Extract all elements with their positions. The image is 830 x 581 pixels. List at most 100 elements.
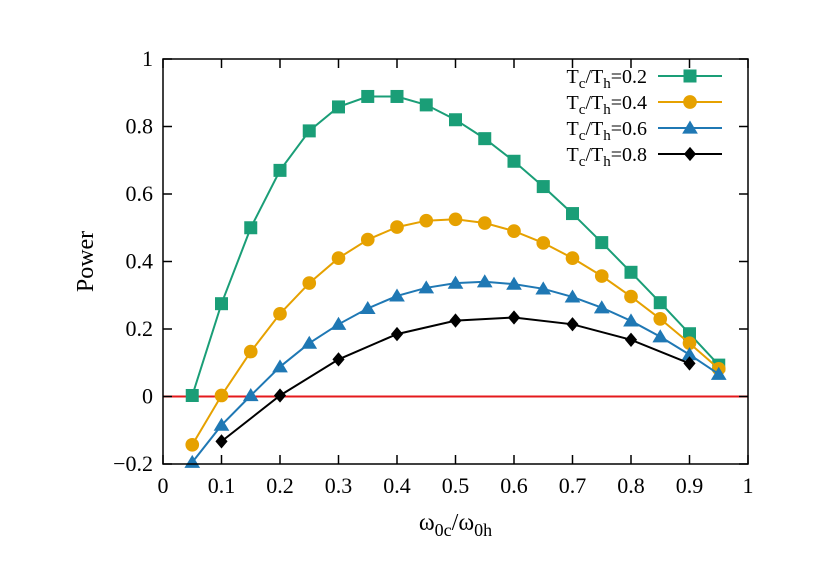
data-point bbox=[302, 124, 316, 138]
legend-label-a: T bbox=[567, 144, 579, 166]
data-point bbox=[242, 388, 259, 402]
data-point bbox=[215, 434, 228, 449]
series-line bbox=[191, 218, 720, 446]
x-tick-label: 0.7 bbox=[559, 473, 587, 498]
data-point bbox=[215, 297, 228, 311]
x-tick-label: 0.4 bbox=[383, 473, 411, 498]
legend-label: Tc/Th=0.2 bbox=[567, 66, 647, 92]
data-point bbox=[536, 180, 550, 194]
legend-label-a-sub: c bbox=[579, 76, 586, 92]
legend-label-a: T bbox=[567, 66, 579, 88]
legend-entry-4: Tc/Th=0.8 bbox=[567, 144, 722, 170]
axes: 0 0.1 0.2 0.3 0.4 0.5 0.6 0.7 0.8 0.9 1−0.200.20.4… bbox=[73, 46, 754, 540]
data-point bbox=[683, 327, 696, 341]
data-point bbox=[566, 317, 579, 332]
data-point bbox=[681, 347, 698, 361]
data-point bbox=[419, 213, 434, 228]
series-2 bbox=[185, 212, 726, 452]
legend-label-b-sub: h bbox=[603, 76, 611, 92]
data-point bbox=[273, 306, 287, 321]
legend-label-value: =0.4 bbox=[611, 92, 647, 114]
x-axis-title-mid: /ω bbox=[452, 510, 474, 536]
data-point bbox=[624, 265, 638, 279]
legend-label-b: /T bbox=[585, 144, 603, 166]
x-tick-label: 0.3 bbox=[325, 473, 353, 498]
data-point bbox=[448, 212, 463, 227]
data-point bbox=[449, 313, 462, 328]
data-point bbox=[243, 344, 258, 359]
legend-label-b-sub: h bbox=[603, 102, 611, 118]
data-point bbox=[331, 251, 346, 265]
data-point bbox=[565, 251, 580, 265]
data-point bbox=[566, 207, 579, 221]
x-tick-label: 1 bbox=[743, 473, 754, 498]
plot-area bbox=[163, 89, 748, 468]
y-axis-title: Power bbox=[73, 231, 99, 292]
data-point bbox=[478, 132, 492, 146]
x-axis-title: ω0c/ω0h bbox=[419, 510, 492, 540]
y-tick-label: −0.2 bbox=[113, 451, 153, 476]
x-tick-label: 0.9 bbox=[676, 473, 704, 498]
data-point bbox=[624, 289, 638, 304]
data-point bbox=[272, 359, 288, 373]
data-point bbox=[507, 154, 521, 168]
legend-label-value: =0.8 bbox=[611, 144, 647, 166]
data-point bbox=[361, 89, 375, 103]
x-tick-label: 0.8 bbox=[617, 473, 645, 498]
y-tick-label: 1 bbox=[142, 46, 153, 71]
data-point bbox=[185, 437, 200, 452]
data-point bbox=[623, 313, 639, 327]
legend-label-b: /T bbox=[585, 66, 603, 88]
legend-label-b: /T bbox=[585, 92, 603, 114]
x-axis-title-main: ω bbox=[419, 510, 435, 536]
data-point bbox=[507, 310, 521, 325]
data-point bbox=[477, 216, 492, 230]
data-point bbox=[594, 269, 609, 283]
data-point bbox=[330, 316, 347, 330]
series-4 bbox=[215, 310, 696, 449]
data-point bbox=[302, 276, 317, 290]
legend-label: Tc/Th=0.6 bbox=[567, 118, 647, 144]
data-point bbox=[332, 352, 345, 367]
x-tick-label: 0 bbox=[158, 473, 169, 498]
legend-marker bbox=[682, 120, 698, 134]
x-axis-title-sub1: 0c bbox=[435, 520, 452, 540]
legend-label-a: T bbox=[567, 92, 579, 114]
legend-marker bbox=[683, 95, 697, 109]
x-tick-label: 0.6 bbox=[500, 473, 528, 498]
legend-entry-3: Tc/Th=0.6 bbox=[567, 118, 722, 144]
data-point bbox=[710, 366, 727, 380]
series-3 bbox=[184, 274, 727, 468]
data-point bbox=[332, 100, 345, 114]
data-point bbox=[593, 300, 610, 314]
data-point bbox=[419, 98, 433, 112]
data-point bbox=[624, 332, 638, 347]
y-tick-label: 0.6 bbox=[126, 181, 154, 206]
data-point bbox=[506, 276, 522, 290]
legend-label-b-sub: h bbox=[603, 128, 611, 144]
data-point bbox=[360, 232, 375, 247]
data-point bbox=[507, 224, 521, 238]
data-point bbox=[653, 312, 668, 326]
series-1 bbox=[185, 89, 726, 402]
legend-marker bbox=[683, 146, 697, 162]
data-point bbox=[214, 388, 229, 403]
legend: Tc/Th=0.2Tc/Th=0.4Tc/Th=0.6Tc/Th=0.8 bbox=[567, 66, 722, 170]
data-point bbox=[449, 113, 462, 127]
data-point bbox=[564, 289, 581, 303]
legend-label-b-sub: h bbox=[603, 154, 611, 170]
data-point bbox=[418, 280, 435, 294]
y-tick-label: 0 bbox=[142, 384, 153, 409]
x-tick-label: 0.2 bbox=[266, 473, 294, 498]
data-point bbox=[476, 274, 493, 288]
data-point bbox=[390, 89, 404, 103]
y-tick-label: 0.8 bbox=[126, 114, 154, 139]
series-line bbox=[191, 280, 720, 463]
legend-label-value: =0.2 bbox=[611, 66, 647, 88]
data-point bbox=[389, 288, 405, 302]
series-line bbox=[220, 316, 690, 443]
data-point bbox=[390, 326, 404, 342]
data-point bbox=[653, 296, 667, 310]
y-tick-label: 0.4 bbox=[126, 249, 154, 274]
